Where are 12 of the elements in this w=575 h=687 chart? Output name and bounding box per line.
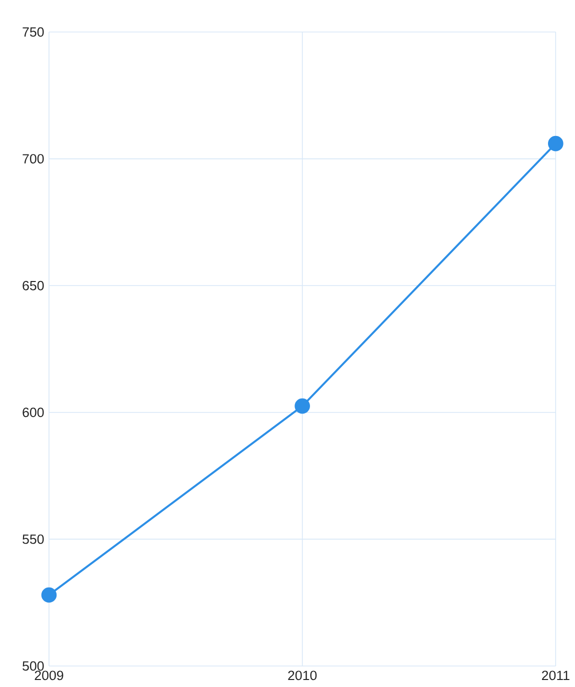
x-tick-label: 2010 (288, 670, 317, 680)
y-tick-label: 550 (22, 534, 44, 544)
y-tick-label: 500 (22, 661, 44, 671)
point (294, 398, 310, 414)
x-tick-label: 2009 (34, 670, 64, 680)
point (41, 587, 57, 603)
x-tick-label: 2011 (542, 670, 570, 680)
y-tick-label: 700 (22, 154, 44, 164)
y-tick-label: 650 (22, 280, 44, 290)
y-tick-label: 600 (22, 408, 44, 418)
y-tick-label: 750 (22, 27, 44, 37)
point (548, 136, 564, 152)
